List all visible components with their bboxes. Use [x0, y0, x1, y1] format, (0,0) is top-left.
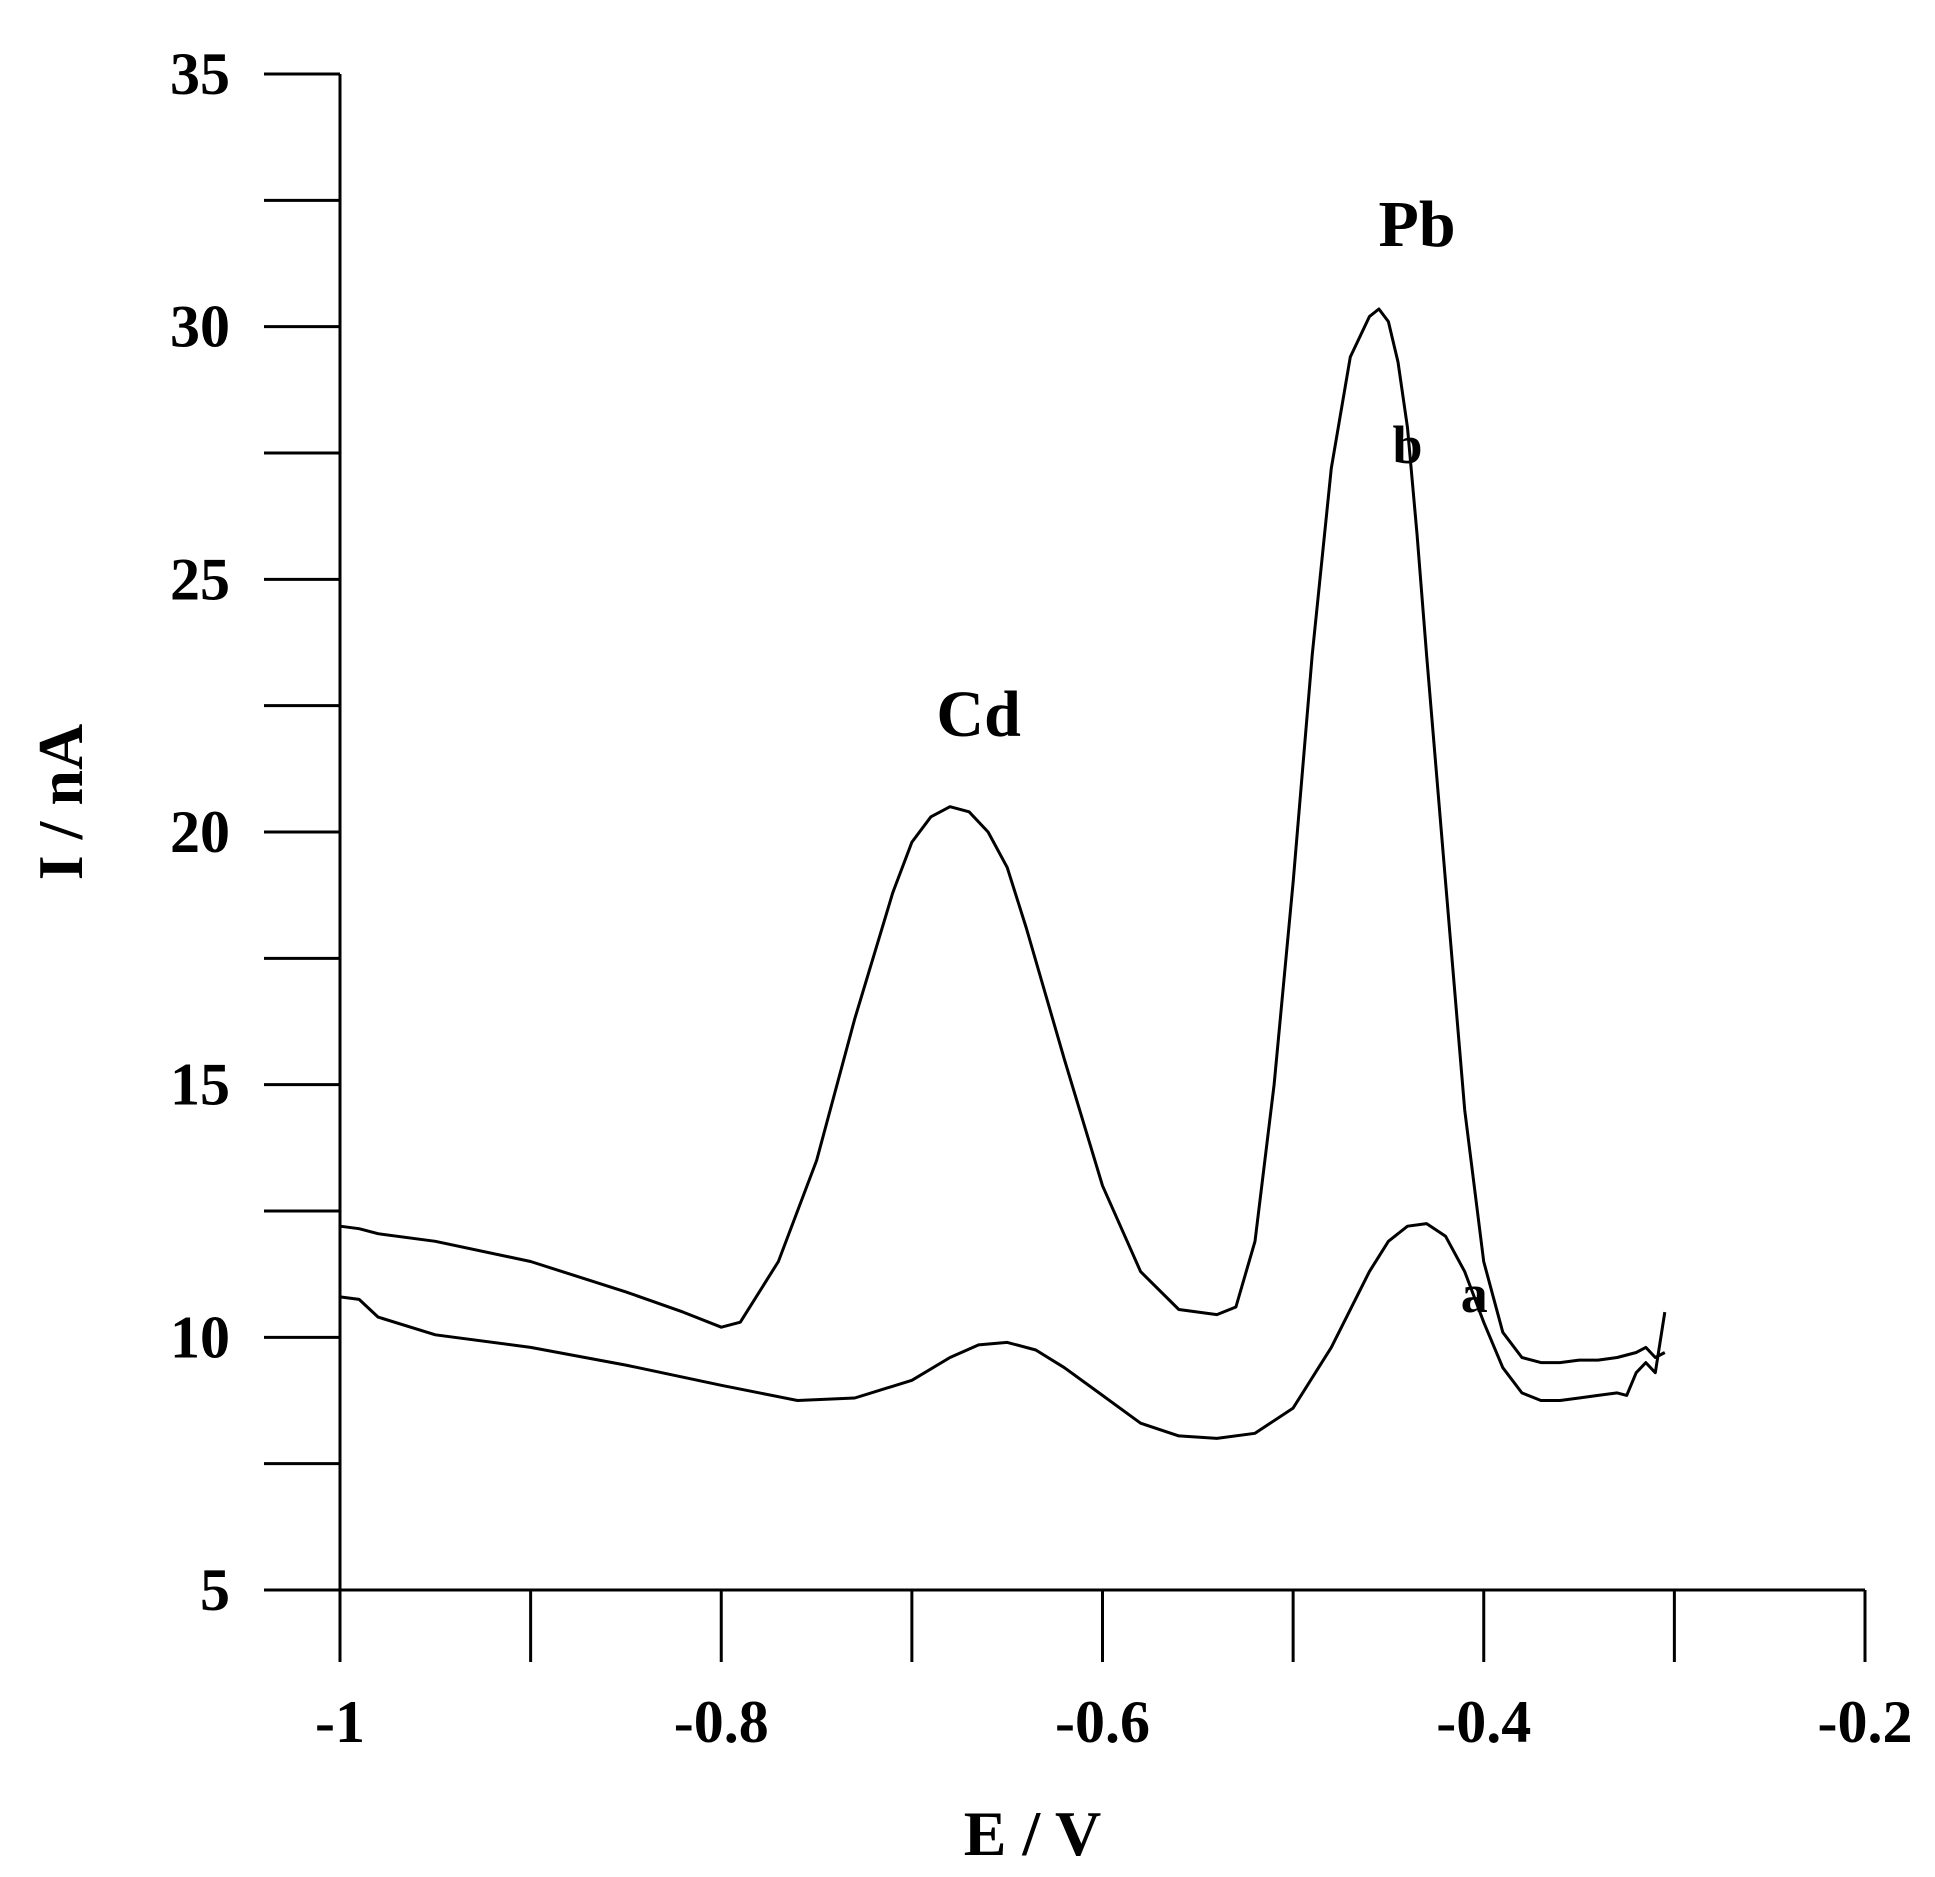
annotation-a: a [1461, 1264, 1488, 1324]
x-tick-label: -0.4 [1436, 1689, 1531, 1755]
x-tick-label: -0.6 [1055, 1689, 1150, 1755]
y-axis-title: I / nA [25, 724, 96, 881]
annotation-b: b [1392, 415, 1422, 475]
x-tick-label: -0.2 [1818, 1689, 1913, 1755]
y-tick-label: 35 [170, 41, 230, 107]
annotation-cd: Cd [936, 678, 1020, 751]
x-axis-ticks: -1 -0.8 -0.6 -0.4 -0.2 [315, 1590, 1912, 1755]
annotation-pb: Pb [1379, 188, 1456, 261]
y-tick-label: 5 [200, 1557, 230, 1623]
series-line-b [339, 307, 1666, 1365]
series-layer [339, 307, 1667, 1440]
y-tick-label: 25 [170, 546, 230, 612]
y-tick-label: 20 [170, 799, 230, 865]
x-tick-label: -1 [315, 1689, 365, 1755]
series-line-a [339, 1222, 1667, 1440]
x-tick-label: -0.8 [674, 1689, 769, 1755]
x-axis-title: E / V [964, 1798, 1102, 1869]
annotation-layer: Cd Pb b a [936, 188, 1487, 1324]
y-tick-label: 10 [170, 1304, 230, 1370]
y-tick-label: 15 [170, 1052, 230, 1118]
y-tick-label: 30 [170, 294, 230, 360]
y-axis-ticks: 5 10 15 20 25 30 35 [170, 41, 340, 1623]
